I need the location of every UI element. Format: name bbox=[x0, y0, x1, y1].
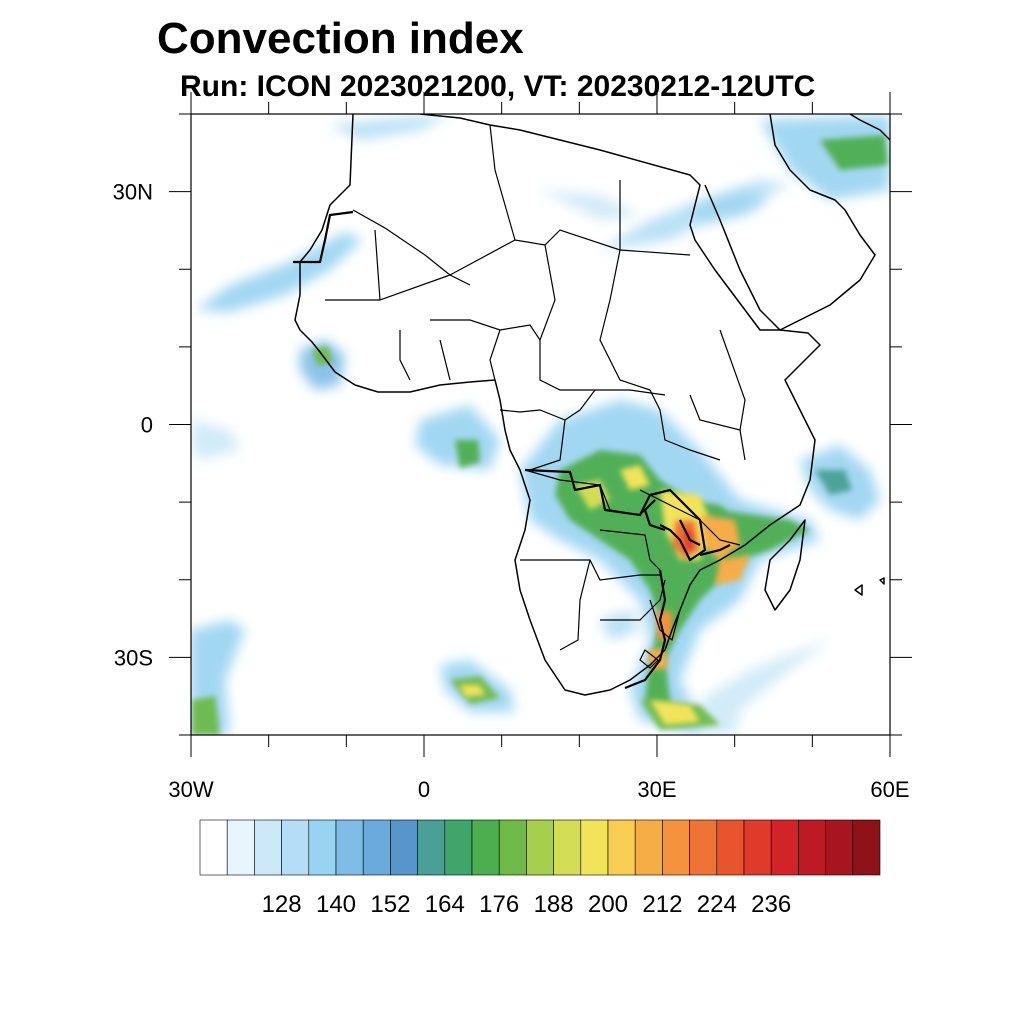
x-tick-label: 30E bbox=[637, 777, 676, 802]
map-title: Convection index bbox=[157, 14, 524, 63]
colorbar-label: 224 bbox=[697, 891, 737, 918]
colorbar-box bbox=[553, 819, 582, 876]
colorbar-box bbox=[825, 819, 854, 876]
colorbar-label: 236 bbox=[751, 891, 791, 918]
convection-field bbox=[191, 115, 890, 735]
colorbar-label: 176 bbox=[479, 891, 519, 918]
colorbar-box bbox=[852, 819, 881, 876]
colorbar-box bbox=[254, 819, 282, 876]
x-tick-label: 30W bbox=[168, 777, 213, 802]
colorbar-label: 212 bbox=[642, 891, 682, 918]
colorbar-label: 188 bbox=[534, 891, 574, 918]
colorbar-box bbox=[335, 819, 364, 876]
y-tick-label: 30N bbox=[113, 180, 153, 205]
colorbar-label: 128 bbox=[262, 891, 302, 918]
colorbar-box bbox=[526, 819, 554, 876]
y-tick-label: 0 bbox=[141, 413, 153, 438]
colorbar: 128 140 152 164 176 188 200 212 224 236 bbox=[199, 819, 881, 918]
colorbar-label: 164 bbox=[425, 891, 465, 918]
colorbar-box bbox=[417, 819, 446, 876]
plot-frame bbox=[190, 113, 891, 736]
colorbar-label: 152 bbox=[370, 891, 410, 918]
coastlines bbox=[294, 114, 890, 696]
map-subtitle: Run: ICON 2023021200, VT: 20230212-12UTC bbox=[180, 70, 816, 103]
colorbar-box bbox=[471, 819, 500, 876]
colorbar-box bbox=[798, 819, 826, 876]
colorbar-box bbox=[362, 819, 391, 876]
colorbar-box bbox=[390, 819, 418, 876]
colorbar-box bbox=[444, 819, 473, 876]
colorbar-label: 200 bbox=[588, 891, 628, 918]
colorbar-box bbox=[226, 819, 255, 876]
colorbar-box bbox=[716, 819, 745, 876]
highlight-borders bbox=[293, 210, 731, 690]
colorbar-label: 140 bbox=[316, 891, 356, 918]
colorbar-box bbox=[689, 819, 718, 876]
x-tick-label: 60E bbox=[870, 777, 909, 802]
x-tick-label: 0 bbox=[418, 777, 430, 802]
country-borders bbox=[325, 124, 746, 669]
colorbar-box bbox=[770, 819, 799, 876]
colorbar-box bbox=[634, 819, 663, 876]
colorbar-box bbox=[498, 819, 527, 876]
colorbar-box bbox=[281, 819, 310, 876]
colorbar-box bbox=[607, 819, 636, 876]
y-tick-label: 30S bbox=[114, 645, 153, 670]
colorbar-box bbox=[199, 819, 228, 876]
map-axes: 30W 0 30E 60E 30N 0 30S bbox=[113, 92, 912, 802]
colorbar-box bbox=[662, 819, 690, 876]
colorbar-box bbox=[308, 819, 337, 876]
colorbar-box bbox=[580, 819, 609, 876]
colorbar-box bbox=[743, 819, 772, 876]
